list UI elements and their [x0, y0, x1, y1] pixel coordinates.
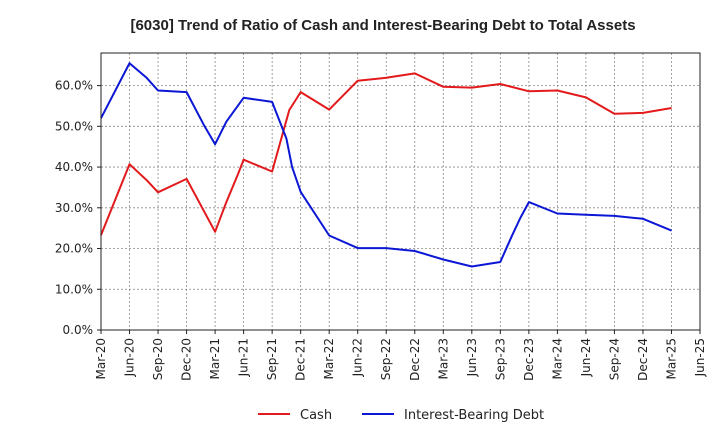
x-tick-label: Dec-23 [522, 338, 536, 381]
x-tick-label: Dec-20 [180, 338, 194, 381]
x-tick-label: Dec-22 [408, 338, 422, 381]
x-tick-label: Mar-22 [322, 338, 336, 379]
x-tick-label: Dec-24 [636, 338, 650, 381]
series-line-cash [100, 72, 672, 236]
y-tick-label: 20.0% [55, 242, 93, 256]
grid [101, 53, 700, 331]
x-tick-label: Mar-24 [550, 338, 564, 379]
plot-frame [100, 52, 701, 331]
y-tick-label: 0.0% [63, 323, 94, 337]
x-tick-label: Jun-24 [579, 338, 593, 377]
x-tick-label: Jun-20 [123, 338, 137, 377]
y-tick-label: 10.0% [55, 282, 93, 296]
x-tick-label: Jun-22 [351, 338, 365, 377]
x-tick-label: Sep-21 [265, 338, 279, 380]
x-tick-label: Sep-23 [493, 338, 507, 380]
y-tick-label: 30.0% [55, 201, 93, 215]
y-tick-label: 40.0% [55, 160, 93, 174]
x-tick-label: Jun-21 [237, 338, 251, 377]
x-tick-label: Sep-24 [607, 338, 621, 380]
legend-label: Cash [300, 408, 332, 423]
x-tick-label: Mar-20 [94, 338, 108, 379]
legend-label: Interest-Bearing Debt [404, 408, 544, 423]
x-tick-label: Sep-22 [379, 338, 393, 380]
y-tick-label: 60.0% [55, 79, 93, 93]
chart-title: [6030] Trend of Ratio of Cash and Intere… [130, 17, 635, 34]
x-tick-label: Mar-21 [208, 338, 222, 379]
y-tick-label: 50.0% [55, 119, 93, 133]
series-group [100, 62, 672, 268]
x-tick-label: Mar-23 [436, 338, 450, 379]
x-tick-label: Jun-23 [465, 338, 479, 377]
x-tick-label: Dec-21 [294, 338, 308, 381]
legend: Cash Interest-Bearing Debt [258, 408, 544, 423]
x-tick-label: Sep-20 [151, 338, 165, 380]
x-tick-label: Jun-25 [693, 338, 707, 377]
x-tick-label: Mar-25 [664, 338, 678, 379]
series-line-interest-bearing-debt [100, 62, 672, 268]
x-axis: Mar-20 Jun-20 Sep-20 Dec-20 Mar-21 Jun-21 Sep-… [94, 330, 707, 381]
y-axis: 0.0% 10.0% 20.0% 30.0% 40.0% 50.0% 60.0% [55, 79, 101, 337]
